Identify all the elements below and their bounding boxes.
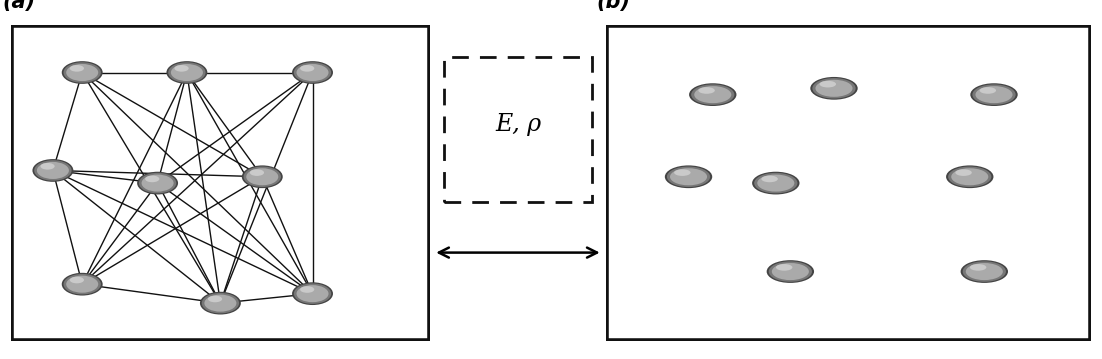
Ellipse shape bbox=[965, 263, 1003, 280]
Ellipse shape bbox=[145, 176, 160, 182]
Text: E, ρ: E, ρ bbox=[495, 113, 541, 136]
Ellipse shape bbox=[296, 285, 328, 302]
Ellipse shape bbox=[241, 165, 283, 188]
Ellipse shape bbox=[64, 62, 101, 83]
Ellipse shape bbox=[955, 169, 972, 176]
Ellipse shape bbox=[250, 169, 264, 176]
Bar bbox=[444, 57, 592, 202]
Ellipse shape bbox=[667, 167, 710, 187]
Ellipse shape bbox=[244, 167, 281, 187]
Ellipse shape bbox=[665, 165, 712, 188]
Ellipse shape bbox=[69, 277, 84, 283]
Ellipse shape bbox=[972, 84, 1016, 105]
Ellipse shape bbox=[970, 83, 1018, 106]
Ellipse shape bbox=[246, 168, 279, 185]
Ellipse shape bbox=[204, 295, 237, 312]
Ellipse shape bbox=[752, 172, 800, 195]
Ellipse shape bbox=[691, 84, 734, 105]
Ellipse shape bbox=[776, 264, 792, 271]
Ellipse shape bbox=[769, 261, 812, 282]
Ellipse shape bbox=[294, 283, 332, 304]
Ellipse shape bbox=[292, 282, 333, 305]
Ellipse shape bbox=[296, 64, 328, 81]
Ellipse shape bbox=[36, 162, 69, 179]
Ellipse shape bbox=[66, 64, 98, 81]
Ellipse shape bbox=[174, 65, 188, 72]
Ellipse shape bbox=[815, 80, 853, 97]
Ellipse shape bbox=[820, 81, 836, 88]
Ellipse shape bbox=[166, 61, 207, 84]
Ellipse shape bbox=[141, 174, 174, 192]
Ellipse shape bbox=[32, 159, 74, 182]
Ellipse shape bbox=[64, 274, 101, 294]
Ellipse shape bbox=[946, 165, 994, 188]
Ellipse shape bbox=[670, 168, 707, 185]
Ellipse shape bbox=[699, 87, 715, 94]
Ellipse shape bbox=[300, 286, 314, 293]
Ellipse shape bbox=[812, 78, 855, 99]
Ellipse shape bbox=[137, 172, 179, 195]
Ellipse shape bbox=[980, 87, 996, 94]
Ellipse shape bbox=[69, 65, 84, 72]
Text: (b): (b) bbox=[596, 0, 630, 13]
Ellipse shape bbox=[754, 173, 798, 194]
Ellipse shape bbox=[951, 168, 988, 185]
Text: (a): (a) bbox=[2, 0, 35, 13]
Ellipse shape bbox=[771, 263, 809, 280]
Ellipse shape bbox=[810, 77, 857, 100]
Ellipse shape bbox=[199, 292, 241, 314]
Ellipse shape bbox=[62, 273, 102, 295]
Ellipse shape bbox=[948, 167, 992, 187]
Ellipse shape bbox=[767, 260, 814, 283]
Ellipse shape bbox=[294, 62, 332, 83]
Ellipse shape bbox=[757, 174, 795, 192]
Ellipse shape bbox=[292, 61, 333, 84]
Ellipse shape bbox=[208, 296, 223, 302]
Ellipse shape bbox=[970, 264, 986, 271]
Ellipse shape bbox=[139, 173, 176, 194]
Ellipse shape bbox=[694, 86, 732, 103]
Ellipse shape bbox=[761, 176, 778, 182]
Ellipse shape bbox=[171, 64, 203, 81]
Ellipse shape bbox=[963, 261, 1006, 282]
Ellipse shape bbox=[34, 160, 72, 181]
Ellipse shape bbox=[689, 83, 736, 106]
Ellipse shape bbox=[202, 293, 239, 313]
Ellipse shape bbox=[975, 86, 1013, 103]
Ellipse shape bbox=[300, 65, 314, 72]
Ellipse shape bbox=[169, 62, 206, 83]
Ellipse shape bbox=[961, 260, 1008, 283]
Ellipse shape bbox=[62, 61, 102, 84]
Ellipse shape bbox=[674, 169, 691, 176]
Ellipse shape bbox=[41, 163, 55, 169]
Ellipse shape bbox=[66, 276, 98, 293]
